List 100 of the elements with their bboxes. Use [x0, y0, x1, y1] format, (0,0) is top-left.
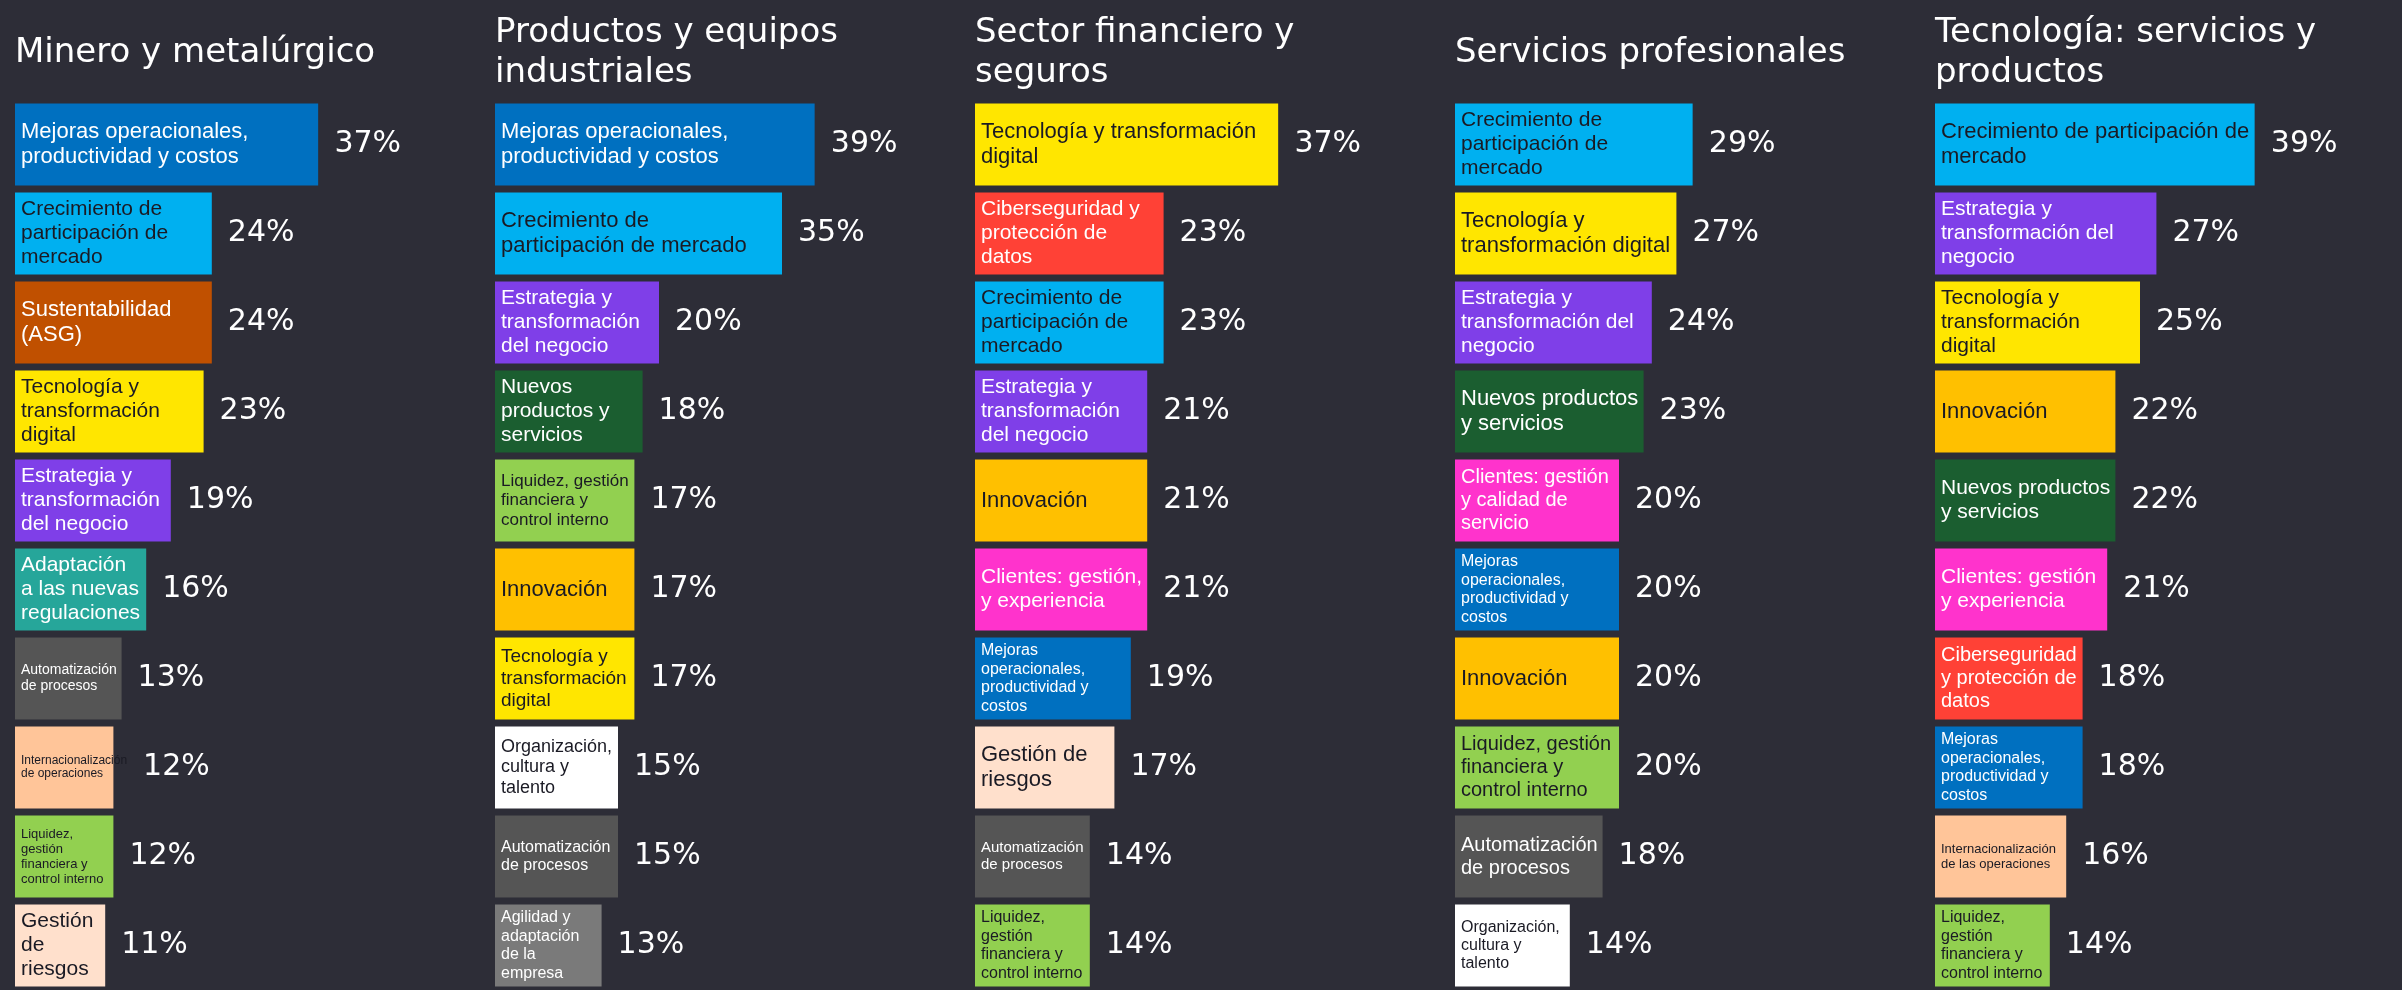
category-label: Tecnología y transformación digital [1941, 285, 2080, 357]
data-label: 22% [2131, 480, 2199, 516]
category-label: Mejoras operacionales, productividad y costos [1461, 552, 1569, 625]
category-label: Nuevos productos y servicios [501, 374, 610, 446]
data-label: 21% [1163, 480, 1230, 516]
data-label: 16% [162, 569, 229, 605]
data-label: 11% [121, 925, 188, 961]
category-label: Innovación [501, 575, 608, 601]
category-label: Clientes: gestión y calidad de servicio [1461, 465, 1609, 534]
category-label: Tecnología y transformación digital [1461, 206, 1671, 258]
data-label: 12% [143, 747, 210, 783]
category-label: Nuevos productos y servicios [1941, 475, 2111, 523]
data-label: 20% [1635, 480, 1702, 516]
data-label: 27% [1692, 213, 1760, 249]
data-label: 17% [650, 480, 718, 516]
chart-title: Sector financiero y seguros [975, 9, 1296, 92]
category-label: Crecimiento de participación de mercado [501, 206, 747, 258]
data-label: 37% [1294, 124, 1362, 160]
data-label: 39% [830, 124, 898, 160]
data-label: 23% [1179, 213, 1247, 249]
data-label: 24% [227, 302, 295, 338]
data-label: 20% [1635, 747, 1702, 783]
data-label: 23% [219, 391, 287, 427]
category-label: Estrategia y transformación del negocio [981, 374, 1120, 446]
category-label: Estrategia y transformación del negocio [501, 285, 640, 357]
data-label: 25% [2156, 302, 2223, 338]
data-label: 21% [1163, 391, 1230, 427]
data-label: 15% [634, 836, 701, 872]
category-label: Sustentabilidad (ASG) [21, 295, 172, 347]
category-label: Automatización de procesos [21, 661, 117, 694]
data-label: 19% [1146, 658, 1214, 694]
category-label: Tecnología y transformación digital [981, 117, 1257, 169]
category-label: Innovación [981, 486, 1088, 512]
category-label: Mejoras operacionales, productividad y costos [21, 117, 249, 169]
data-label: 18% [2098, 658, 2166, 694]
data-label: 17% [650, 569, 718, 605]
data-label: 17% [1130, 747, 1198, 783]
category-label: Clientes: gestión, y experiencia [981, 564, 1143, 612]
category-label: Estrategia y transformación del negocio [21, 463, 160, 535]
category-label: Agilidad y adaptación de la empresa [501, 908, 580, 981]
category-label: Organización, cultura y talento [501, 735, 613, 798]
data-label: 12% [129, 836, 197, 872]
data-label: 19% [186, 480, 254, 516]
category-label: Automatización de procesos [981, 838, 1084, 873]
data-label: 14% [2065, 925, 2133, 961]
category-label: Innovación [1941, 397, 2048, 423]
data-label: 23% [1659, 391, 1727, 427]
category-label: Automatización de procesos [501, 837, 611, 874]
category-label: Clientes: gestión y experiencia [1941, 564, 2097, 612]
category-label: Mejoras operacionales, productividad y costos [981, 641, 1089, 714]
data-label: 14% [1585, 925, 1653, 961]
chart-title: Productos y equipos industriales [495, 9, 839, 92]
category-label: Adaptación a las nuevas regulaciones [21, 552, 141, 624]
bar [1935, 370, 2116, 453]
chart-title: Minero y metalúrgico [15, 29, 377, 72]
category-label: Gestión de riesgos [21, 908, 94, 980]
category-label: Crecimiento de participación de mercado [1461, 107, 1609, 179]
data-label: 16% [2082, 836, 2149, 872]
category-label: Nuevos productos y servicios [1461, 384, 1639, 436]
data-label: 27% [2172, 213, 2240, 249]
bar [495, 548, 635, 631]
data-label: 35% [798, 213, 865, 249]
data-label: 15% [634, 747, 701, 783]
data-label: 14% [1105, 925, 1173, 961]
data-label: 20% [1635, 569, 1702, 605]
data-label: 13% [137, 658, 205, 694]
bar [1455, 637, 1619, 720]
chart-title: Servicios profesionales [1455, 29, 1847, 72]
data-label: 18% [658, 391, 726, 427]
data-label: 37% [334, 124, 402, 160]
category-label: Ciberseguridad y protección de datos [1941, 643, 2077, 712]
category-label: Internacionalización de las operaciones [1941, 840, 2056, 871]
category-label: Mejoras operacionales, productividad y costos [501, 117, 729, 169]
data-label: 23% [1179, 302, 1247, 338]
data-label: 21% [2123, 569, 2190, 605]
data-label: 39% [2270, 124, 2338, 160]
chart-title: Tecnología: servicios y productos [1935, 9, 2318, 92]
category-label: Estrategia y transformación del negocio [1941, 196, 2114, 268]
data-label: 13% [617, 925, 685, 961]
category-label: Organización, cultura y talento [1461, 917, 1560, 972]
data-label: 18% [1618, 836, 1686, 872]
data-label: 21% [1163, 569, 1230, 605]
category-label: Tecnología y transformación digital [501, 644, 627, 710]
category-label: Gestión de riesgos [981, 740, 1088, 792]
category-label: Liquidez, gestión financiera y control interno [981, 908, 1083, 981]
category-label: Automatización de procesos [1461, 832, 1598, 878]
data-label: 20% [1635, 658, 1702, 694]
data-label: 17% [650, 658, 718, 694]
category-label: Innovación [1461, 664, 1568, 690]
category-label: Crecimiento de participación de mercado [981, 285, 1129, 357]
data-label: 20% [675, 302, 742, 338]
category-label: Liquidez, gestión financiera y control interno [21, 825, 104, 886]
data-label: 14% [1105, 836, 1173, 872]
category-label: Estrategia y transformación del negocio [1461, 285, 1634, 357]
data-label: 29% [1708, 124, 1776, 160]
category-label: Crecimiento de participación de mercado [21, 196, 169, 268]
category-label: Ciberseguridad y protección de datos [981, 196, 1140, 268]
category-label: Liquidez, gestión financiera y control interno [1461, 732, 1612, 801]
data-label: 22% [2131, 391, 2199, 427]
category-label: Mejoras operacionales, productividad y costos [1941, 730, 2049, 803]
